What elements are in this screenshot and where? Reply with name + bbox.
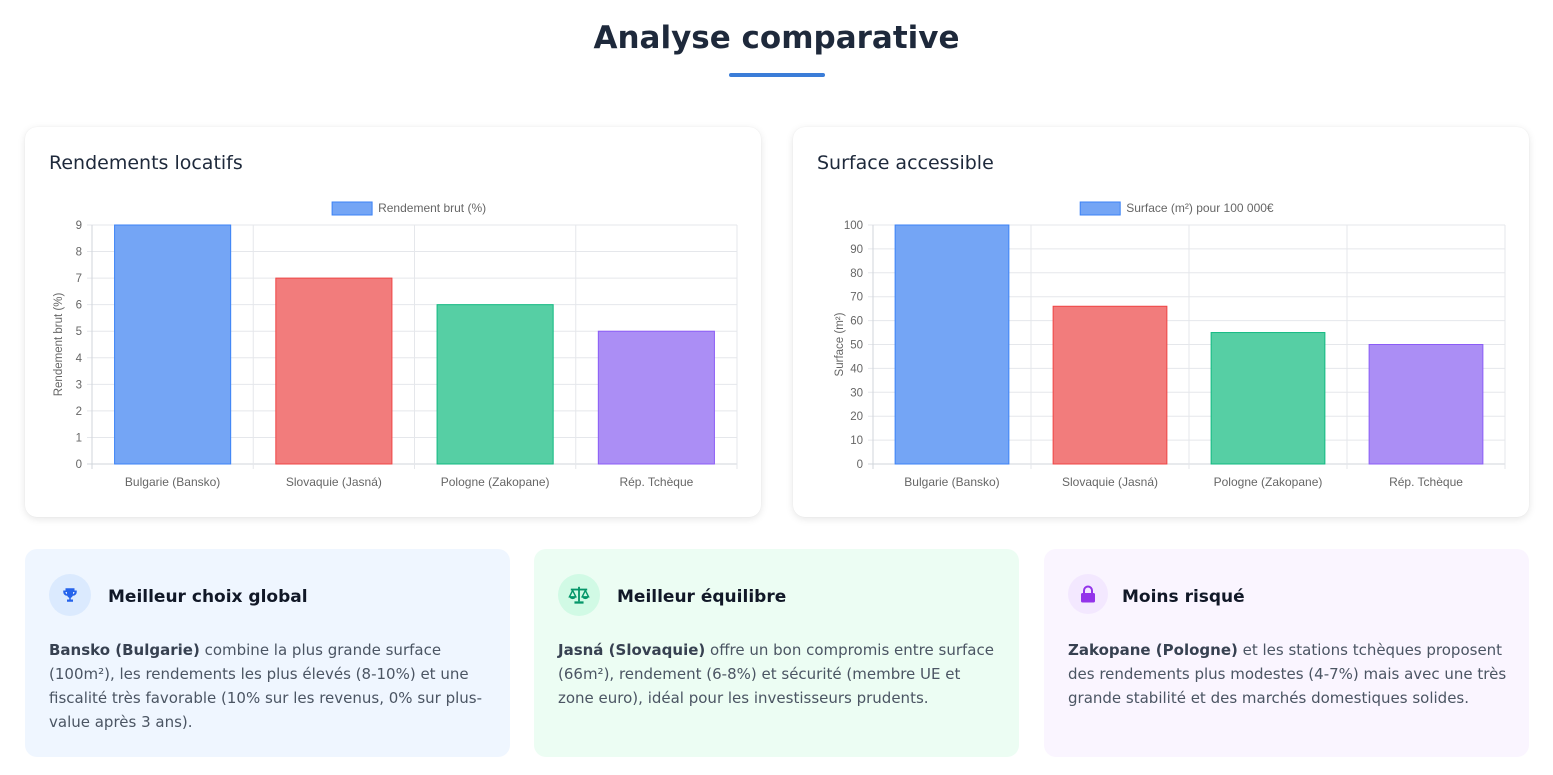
y-tick-label: 70 (850, 292, 863, 304)
legend-swatch (331, 201, 373, 216)
x-tick-label: Rép. Tchèque (619, 475, 693, 489)
y-tick-label: 0 (857, 459, 863, 471)
y-tick-label: 20 (850, 411, 863, 423)
lock-icon (1068, 574, 1108, 614)
y-tick-label: 9 (76, 220, 82, 232)
info-card-title: Moins risqué (1122, 587, 1245, 607)
surface-chart: 0 10 20 30 40 50 60 70 80 90 100 Bulgarie (Bansko) S… (834, 201, 1506, 489)
y-tick-label: 7 (76, 273, 82, 285)
chart-card-rendements: Rendements locatifs 0 1 2 3 4 5 6 7 8 9 Bulgarie (… (25, 127, 761, 517)
chart-title: Rendements locatifs (49, 152, 243, 174)
chart-card-surface: Surface accessible 0 10 20 30 40 50 60 70 80 90 10… (793, 127, 1529, 517)
x-tick-label: Bulgarie (Bansko) (904, 475, 999, 489)
bar (1210, 332, 1326, 465)
bar (894, 224, 1010, 465)
y-tick-label: 8 (76, 247, 82, 259)
trophy-icon (49, 574, 91, 616)
y-tick-label: 50 (850, 340, 863, 352)
y-axis-title: Rendement brut (%) (53, 293, 65, 397)
info-card-text: Zakopane (Pologne) et les stations tchèq… (1068, 641, 1507, 707)
bar (597, 330, 715, 465)
y-axis-title: Surface (m²) (834, 312, 846, 376)
y-tick-label: 4 (76, 353, 83, 365)
y-tick-label: 90 (850, 244, 863, 256)
info-card-best-overall: Meilleur choix global Bansko (Bulgarie) … (25, 549, 510, 757)
title-underline (729, 73, 825, 77)
bar (114, 224, 232, 465)
x-tick-label: Pologne (Zakopane) (441, 475, 550, 489)
bar (1368, 344, 1484, 465)
legend-label: Surface (m²) pour 100 000€ (1126, 201, 1274, 215)
y-tick-label: 0 (76, 459, 82, 471)
y-tick-label: 30 (850, 387, 863, 399)
balance-scale-icon (558, 574, 600, 616)
bar (1052, 305, 1168, 465)
x-tick-label: Rép. Tchèque (1389, 475, 1463, 489)
rendements-chart: 0 1 2 3 4 5 6 7 8 9 Bulgarie (Bansko) Slovaquie (Ja… (53, 201, 738, 489)
y-tick-label: 5 (76, 326, 82, 338)
y-tick-label: 10 (850, 435, 863, 447)
page-title: Analyse comparative (593, 20, 960, 56)
y-tick-label: 3 (76, 379, 82, 391)
legend-swatch (1079, 201, 1121, 216)
y-tick-label: 40 (850, 363, 863, 375)
y-tick-label: 1 (76, 432, 82, 444)
x-tick-label: Bulgarie (Bansko) (125, 475, 220, 489)
info-card-least-risky: Moins risqué Zakopane (Pologne) et les s… (1044, 549, 1529, 757)
info-card-text: Bansko (Bulgarie) combine la plus grande… (49, 641, 482, 731)
info-card-title: Meilleur équilibre (617, 587, 787, 607)
y-tick-label: 60 (850, 316, 863, 328)
y-tick-label: 6 (76, 300, 82, 312)
bar (436, 304, 554, 465)
chart-title: Surface accessible (817, 152, 994, 174)
x-tick-label: Pologne (Zakopane) (1214, 475, 1323, 489)
legend-label: Rendement brut (%) (378, 201, 486, 215)
info-card-text: Jasná (Slovaquie) offre un bon compromis… (558, 641, 994, 707)
y-tick-label: 80 (850, 268, 863, 280)
x-tick-label: Slovaquie (Jasná) (286, 475, 382, 489)
bar (275, 277, 393, 465)
y-tick-label: 100 (844, 220, 863, 232)
x-tick-label: Slovaquie (Jasná) (1062, 475, 1158, 489)
info-card-best-balance: Meilleur équilibre Jasná (Slovaquie) off… (534, 549, 1019, 757)
y-tick-label: 2 (76, 406, 82, 418)
info-card-title: Meilleur choix global (108, 587, 308, 607)
